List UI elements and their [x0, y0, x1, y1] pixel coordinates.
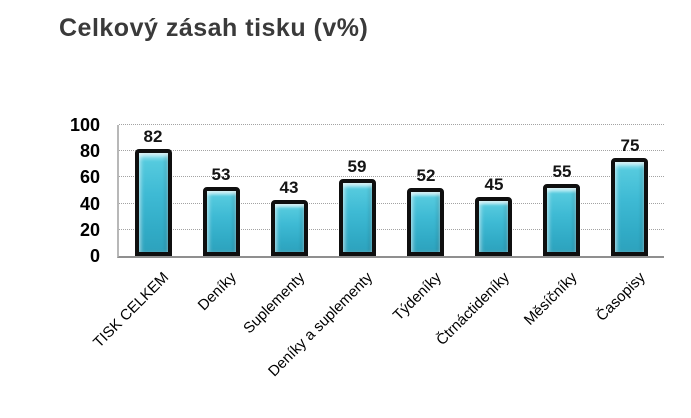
gridline — [119, 229, 664, 230]
bar — [339, 179, 376, 256]
bar — [611, 158, 648, 256]
bar-value-label: 45 — [484, 175, 504, 194]
x-axis-category-label: Suplementy — [239, 269, 309, 338]
x-axis-category-label: Deníky — [194, 269, 241, 315]
y-tick-label: 60 — [79, 167, 100, 187]
gridline — [119, 203, 664, 204]
gridline — [119, 124, 664, 125]
x-axis-category-label: Týdeníky — [389, 269, 446, 325]
bar — [271, 200, 308, 256]
y-tick-label: 0 — [89, 246, 100, 266]
x-axis-category-label: TISK CELKEM — [89, 269, 173, 352]
bar-value-label: 59 — [347, 157, 367, 176]
y-tick-label: 40 — [79, 194, 100, 214]
plot-area: 82 53 43 59 52 45 55 75 — [117, 124, 664, 258]
y-tick-label: 80 — [79, 141, 100, 161]
bar-value-label: 75 — [620, 136, 640, 155]
bar — [407, 188, 444, 256]
x-axis-category-label: Čtrnáctideníky — [433, 269, 514, 349]
bar — [135, 149, 172, 256]
bar-value-label: 55 — [552, 162, 572, 181]
bar-value-label: 43 — [279, 178, 299, 197]
bar-value-label: 52 — [416, 166, 436, 185]
bar-value-label: 53 — [211, 165, 231, 184]
bar — [475, 197, 512, 256]
gridline — [119, 150, 664, 151]
x-axis-category-label: Měsíčníky — [521, 269, 582, 329]
y-tick-label: 100 — [69, 115, 100, 135]
x-axis-category-label: Časopisy — [593, 269, 650, 325]
bar — [543, 184, 580, 256]
bar-value-label: 82 — [143, 127, 163, 146]
gridline — [119, 176, 664, 177]
chart-title: Celkový zásah tisku (v%) — [59, 14, 369, 42]
y-tick-label: 20 — [79, 220, 100, 240]
bar — [203, 187, 240, 256]
